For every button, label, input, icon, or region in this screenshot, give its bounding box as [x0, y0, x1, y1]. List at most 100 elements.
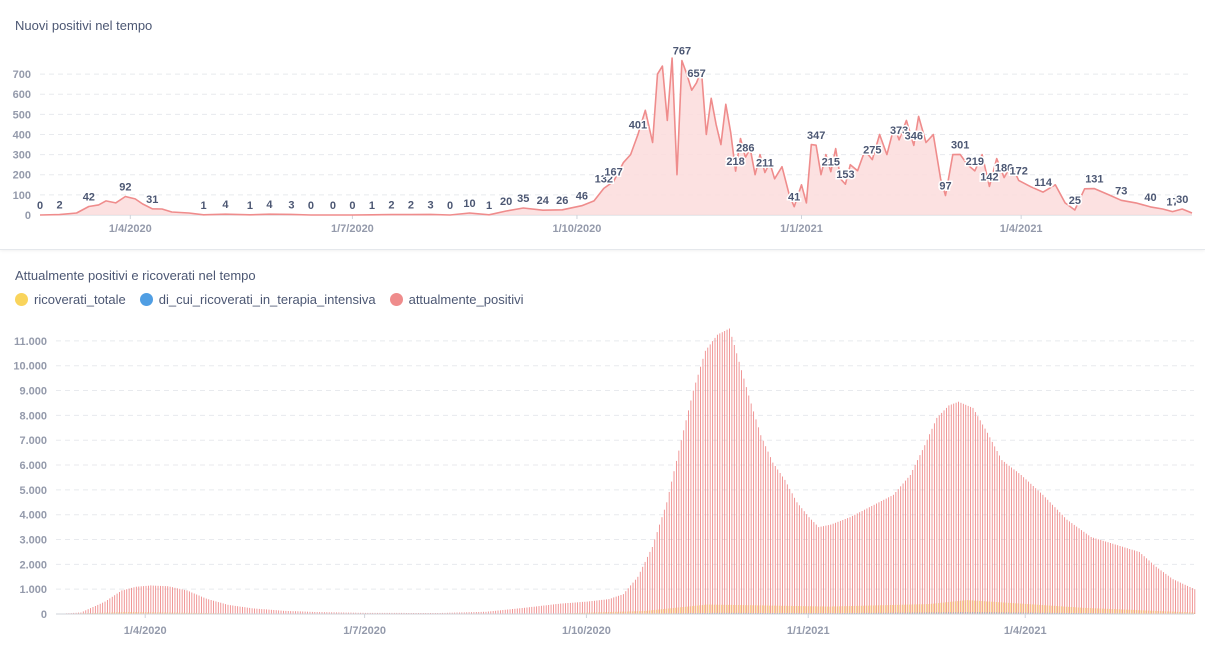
bar-ricoverati-totale[interactable] [889, 605, 891, 614]
bar-terapia-intensiva[interactable] [1034, 612, 1036, 614]
bar-attualmente-positivi[interactable] [111, 596, 113, 614]
bar-attualmente-positivi[interactable] [254, 608, 255, 615]
bar-attualmente-positivi[interactable] [620, 595, 622, 614]
bar-ricoverati-totale[interactable] [684, 606, 686, 614]
bar-ricoverati-totale[interactable] [1027, 604, 1028, 614]
bar-ricoverati-totale[interactable] [1005, 602, 1007, 614]
bar-ricoverati-totale[interactable] [745, 605, 746, 614]
bar-ricoverati-totale[interactable] [863, 605, 865, 614]
bar-attualmente-positivi[interactable] [275, 610, 277, 614]
bar-attualmente-positivi[interactable] [121, 590, 123, 614]
bar-ricoverati-totale[interactable] [974, 600, 975, 614]
bar-terapia-intensiva[interactable] [943, 612, 944, 614]
bar-ricoverati-totale[interactable] [655, 609, 657, 614]
bar-ricoverati-totale[interactable] [156, 612, 158, 614]
bar-attualmente-positivi[interactable] [876, 503, 877, 615]
bar-ricoverati-totale[interactable] [1142, 610, 1144, 614]
bar-attualmente-positivi[interactable] [381, 612, 383, 614]
bar-ricoverati-totale[interactable] [950, 601, 951, 614]
bar-attualmente-positivi[interactable] [743, 378, 745, 614]
bar-attualmente-positivi[interactable] [868, 507, 870, 614]
bar-attualmente-positivi[interactable] [777, 469, 779, 615]
bar-attualmente-positivi[interactable] [555, 604, 557, 614]
bar-attualmente-positivi[interactable] [630, 585, 632, 614]
bar-attualmente-positivi[interactable] [663, 509, 665, 614]
bar-ricoverati-totale[interactable] [807, 606, 809, 614]
bar-attualmente-positivi[interactable] [487, 611, 489, 615]
bar-attualmente-positivi[interactable] [644, 561, 646, 614]
bar-attualmente-positivi[interactable] [215, 601, 217, 614]
bar-ricoverati-totale[interactable] [776, 605, 778, 614]
bar-attualmente-positivi[interactable] [201, 596, 202, 614]
bar-attualmente-positivi[interactable] [685, 420, 687, 614]
bar-attualmente-positivi[interactable] [188, 591, 190, 614]
bar-attualmente-positivi[interactable] [594, 600, 595, 614]
bar-ricoverati-totale[interactable] [817, 606, 819, 614]
bar-ricoverati-totale[interactable] [1162, 611, 1164, 614]
bar-attualmente-positivi[interactable] [880, 501, 882, 614]
bar-terapia-intensiva[interactable] [875, 612, 877, 614]
bar-attualmente-positivi[interactable] [540, 605, 542, 614]
bar-ricoverati-totale[interactable] [576, 612, 578, 614]
bar-ricoverati-totale[interactable] [918, 604, 920, 614]
bar-ricoverati-totale[interactable] [754, 605, 756, 614]
bar-terapia-intensiva[interactable] [1010, 612, 1012, 614]
bar-ricoverati-totale[interactable] [725, 604, 727, 614]
bar-terapia-intensiva[interactable] [1015, 612, 1017, 614]
bar-attualmente-positivi[interactable] [680, 440, 682, 614]
bar-ricoverati-totale[interactable] [933, 603, 934, 614]
bar-terapia-intensiva[interactable] [892, 612, 894, 614]
bar-terapia-intensiva[interactable] [897, 612, 898, 614]
bar-ricoverati-totale[interactable] [675, 607, 676, 614]
bar-attualmente-positivi[interactable] [1078, 528, 1080, 614]
bar-attualmente-positivi[interactable] [948, 405, 950, 614]
bar-attualmente-positivi[interactable] [1015, 471, 1017, 614]
bar-attualmente-positivi[interactable] [859, 512, 861, 614]
bar-ricoverati-totale[interactable] [692, 606, 693, 614]
bar-attualmente-positivi[interactable] [577, 602, 579, 614]
bar-ricoverati-totale[interactable] [1012, 603, 1014, 614]
bar-ricoverati-totale[interactable] [188, 612, 189, 614]
bar-ricoverati-totale[interactable] [127, 612, 129, 614]
bar-attualmente-positivi[interactable] [336, 612, 337, 614]
bar-ricoverati-totale[interactable] [147, 612, 148, 614]
bar-attualmente-positivi[interactable] [75, 612, 77, 614]
bar-ricoverati-totale[interactable] [1019, 603, 1021, 614]
bar-ricoverati-totale[interactable] [894, 604, 896, 614]
bar-attualmente-positivi[interactable] [892, 494, 894, 614]
bar-attualmente-positivi[interactable] [1095, 538, 1097, 615]
bar-ricoverati-totale[interactable] [802, 606, 804, 614]
bar-attualmente-positivi[interactable] [1131, 549, 1133, 614]
bar-attualmente-positivi[interactable] [936, 417, 938, 614]
bar-attualmente-positivi[interactable] [1153, 564, 1155, 614]
bar-attualmente-positivi[interactable] [1160, 570, 1162, 614]
bar-ricoverati-totale[interactable] [694, 605, 696, 614]
bar-terapia-intensiva[interactable] [1017, 612, 1019, 614]
bar-terapia-intensiva[interactable] [964, 612, 966, 614]
bar-attualmente-positivi[interactable] [213, 600, 214, 614]
bar-attualmente-positivi[interactable] [309, 611, 311, 614]
bar-attualmente-positivi[interactable] [466, 612, 468, 614]
bar-attualmente-positivi[interactable] [649, 551, 651, 614]
bar-attualmente-positivi[interactable] [345, 612, 347, 614]
bar-attualmente-positivi[interactable] [104, 601, 106, 614]
bar-ricoverati-totale[interactable] [1000, 602, 1002, 614]
bar-attualmente-positivi[interactable] [878, 502, 880, 614]
bar-attualmente-positivi[interactable] [1073, 524, 1075, 614]
bar-attualmente-positivi[interactable] [251, 608, 253, 614]
bar-attualmente-positivi[interactable] [907, 477, 909, 614]
bar-ricoverati-totale[interactable] [1179, 611, 1180, 614]
bar-attualmente-positivi[interactable] [637, 576, 639, 614]
bar-ricoverati-totale[interactable] [1193, 612, 1195, 615]
bar-ricoverati-totale[interactable] [648, 610, 650, 615]
bar-terapia-intensiva[interactable] [957, 612, 959, 614]
bar-attualmente-positivi[interactable] [220, 602, 222, 614]
bar-ricoverati-totale[interactable] [981, 601, 983, 614]
bar-attualmente-positivi[interactable] [591, 601, 593, 614]
bar-ricoverati-totale[interactable] [747, 605, 749, 614]
bar-attualmente-positivi[interactable] [690, 400, 692, 615]
bar-terapia-intensiva[interactable] [1044, 612, 1046, 614]
bar-attualmente-positivi[interactable] [938, 415, 940, 614]
bar-ricoverati-totale[interactable] [1080, 607, 1082, 614]
bar-terapia-intensiva[interactable] [731, 612, 732, 614]
